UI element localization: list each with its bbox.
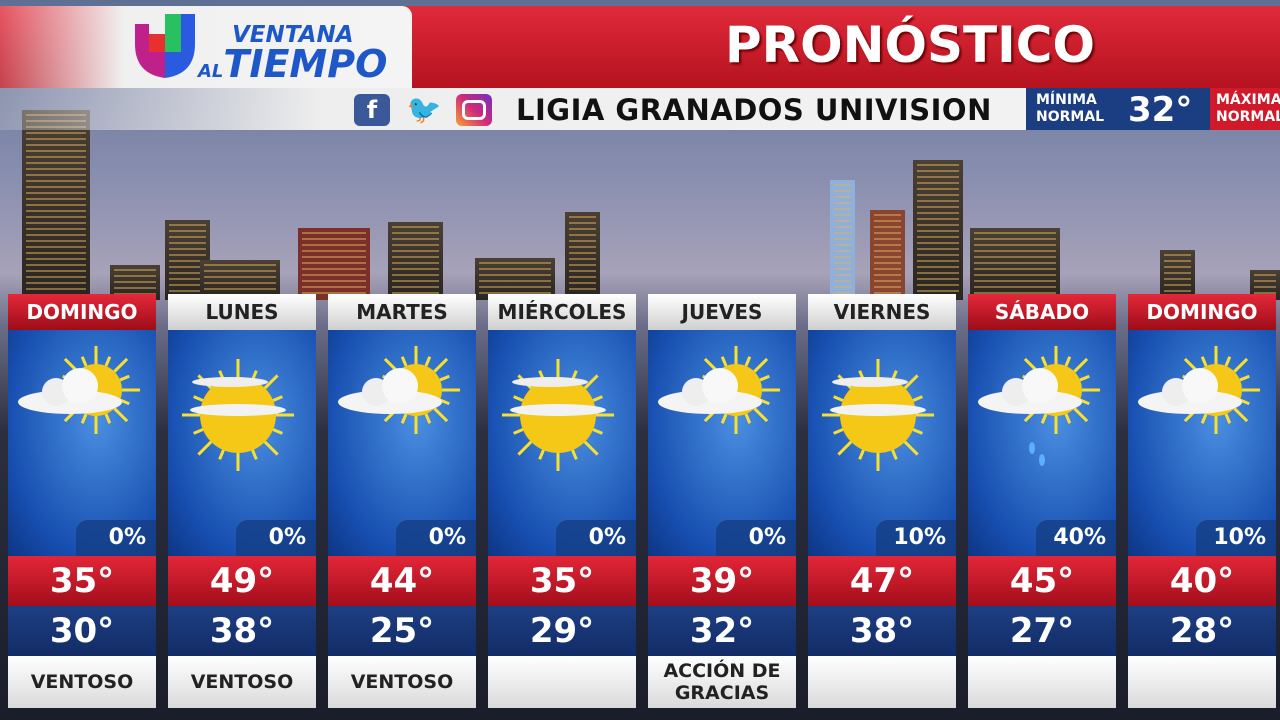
day-name: DOMINGO (8, 294, 156, 330)
city-skyline-background (0, 110, 1280, 300)
precip-chance: 0% (556, 520, 636, 556)
high-temp: 47° (808, 556, 956, 606)
forecast-day-4: JUEVES 0% 39° 32° ACCIÓN DE GRACIAS (648, 294, 796, 708)
day-note: VENTOSO (8, 656, 156, 708)
day-note (808, 656, 956, 708)
min-label-normal: NORMAL (1036, 109, 1105, 125)
precip-chance: 0% (236, 520, 316, 556)
low-temp: 25° (328, 606, 476, 656)
high-temp: 40° (1128, 556, 1276, 606)
high-temp: 35° (488, 556, 636, 606)
precip-chance: 0% (716, 520, 796, 556)
precip-chance: 0% (76, 520, 156, 556)
forecast-day-1: LUNES 0% 49° 38° VENTOSO (168, 294, 316, 708)
low-temp: 38° (168, 606, 316, 656)
max-label: MÁXIMA (1216, 92, 1280, 108)
univision-logo-icon (135, 14, 195, 78)
day-note (968, 656, 1116, 708)
forecast-day-7: DOMINGO 10% 40° 28° (1128, 294, 1276, 708)
day-note: ACCIÓN DE GRACIAS (648, 656, 796, 708)
brand-tiempo: TIEMPO (223, 42, 388, 86)
forecast-day-0: DOMINGO 0% 35° 30° VENTOSO (8, 294, 156, 708)
weather-icon-area: 0% (648, 330, 796, 556)
brand-al: AL (198, 61, 224, 82)
weather-icon-area: 0% (488, 330, 636, 556)
host-name: LIGIA GRANADOS UNIVISION (516, 93, 992, 127)
day-name: SÁBADO (968, 294, 1116, 330)
precip-chance: 40% (1036, 520, 1116, 556)
day-name: MIÉRCOLES (488, 294, 636, 330)
weather-icon-area: 0% (328, 330, 476, 556)
facebook-icon: f (354, 94, 390, 126)
day-name: DOMINGO (1128, 294, 1276, 330)
precip-chance: 10% (1196, 520, 1276, 556)
max-label-normal: NORMAL (1216, 109, 1280, 125)
high-temp: 35° (8, 556, 156, 606)
weather-icon-area: 0% (168, 330, 316, 556)
weather-icon-area: 10% (808, 330, 956, 556)
forecast-day-3: MIÉRCOLES 0% 35° 29° (488, 294, 636, 708)
logo: VENTANA ALTIEMPO (0, 6, 412, 88)
page-title: PRONÓSTICO (725, 16, 1095, 74)
weather-icon-area: 10% (1128, 330, 1276, 556)
day-note: VENTOSO (168, 656, 316, 708)
min-label: MÍNIMA (1036, 92, 1097, 108)
day-name: JUEVES (648, 294, 796, 330)
day-note (1128, 656, 1276, 708)
day-note (488, 656, 636, 708)
precip-chance: 0% (396, 520, 476, 556)
brand-ventana: VENTANA (232, 22, 354, 48)
instagram-icon (456, 94, 492, 126)
forecast-day-2: MARTES 0% 44° 25° VENTOSO (328, 294, 476, 708)
min-value: 32° (1128, 90, 1193, 130)
brand-al-tiempo: ALTIEMPO (198, 42, 387, 86)
high-temp: 49° (168, 556, 316, 606)
low-temp: 28° (1128, 606, 1276, 656)
normal-min: MÍNIMA NORMAL 32° (1026, 88, 1210, 130)
day-note: VENTOSO (328, 656, 476, 708)
twitter-icon: 🐦 (406, 93, 442, 126)
low-temp: 30° (8, 606, 156, 656)
low-temp: 38° (808, 606, 956, 656)
high-temp: 44° (328, 556, 476, 606)
forecast-day-5: VIERNES 10% 47° 38° (808, 294, 956, 708)
low-temp: 27° (968, 606, 1116, 656)
forecast-day-6: SÁBADO 40% 45° 27° (968, 294, 1116, 708)
normal-max: MÁXIMA NORMAL (1210, 88, 1280, 130)
low-temp: 29° (488, 606, 636, 656)
weather-icon-area: 0% (8, 330, 156, 556)
day-name: LUNES (168, 294, 316, 330)
high-temp: 39° (648, 556, 796, 606)
day-name: VIERNES (808, 294, 956, 330)
low-temp: 32° (648, 606, 796, 656)
day-name: MARTES (328, 294, 476, 330)
high-temp: 45° (968, 556, 1116, 606)
precip-chance: 10% (876, 520, 956, 556)
weather-icon-area: 40% (968, 330, 1116, 556)
